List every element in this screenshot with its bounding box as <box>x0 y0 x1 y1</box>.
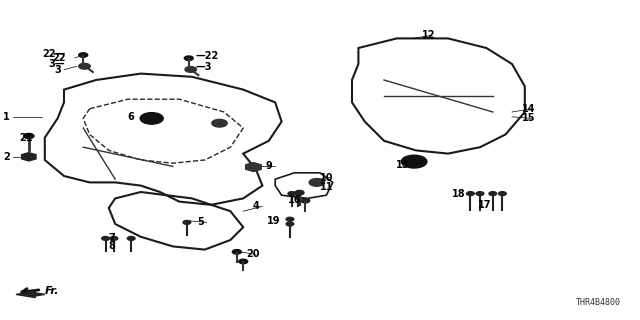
Circle shape <box>489 192 497 196</box>
Text: 15: 15 <box>522 113 535 124</box>
Circle shape <box>467 192 474 196</box>
Circle shape <box>476 192 484 196</box>
Text: 7: 7 <box>109 233 116 244</box>
Circle shape <box>140 113 163 124</box>
Text: 4: 4 <box>253 201 260 212</box>
Circle shape <box>294 192 302 196</box>
Circle shape <box>288 192 296 196</box>
Text: 20: 20 <box>246 249 260 260</box>
Text: —3: —3 <box>195 62 212 72</box>
Polygon shape <box>16 291 45 298</box>
Circle shape <box>499 192 506 196</box>
Circle shape <box>184 56 193 60</box>
Text: 5: 5 <box>197 217 204 228</box>
Circle shape <box>212 119 227 127</box>
Text: 12: 12 <box>422 30 436 40</box>
Text: 22—: 22— <box>42 49 65 60</box>
Text: 2: 2 <box>3 152 10 162</box>
Text: 16: 16 <box>287 195 301 205</box>
Text: THR4B4800: THR4B4800 <box>576 298 621 307</box>
Circle shape <box>301 198 310 203</box>
Text: Fr.: Fr. <box>45 285 60 296</box>
Text: 8: 8 <box>109 241 116 252</box>
Polygon shape <box>22 153 36 161</box>
Text: 10: 10 <box>320 172 333 183</box>
Circle shape <box>286 217 294 221</box>
Circle shape <box>401 155 427 168</box>
Circle shape <box>309 179 324 186</box>
Circle shape <box>110 236 118 240</box>
Circle shape <box>239 259 248 264</box>
Circle shape <box>127 236 135 240</box>
Text: 3: 3 <box>54 65 61 75</box>
Polygon shape <box>246 163 261 172</box>
Circle shape <box>79 63 90 69</box>
Text: 6: 6 <box>127 112 134 122</box>
Text: 9: 9 <box>266 161 273 172</box>
Circle shape <box>286 222 294 226</box>
Text: —22: —22 <box>195 51 218 61</box>
Text: 1: 1 <box>3 112 10 122</box>
Circle shape <box>79 53 88 57</box>
Circle shape <box>232 250 241 254</box>
Text: 3—: 3— <box>49 59 65 69</box>
Text: 13: 13 <box>396 160 410 170</box>
Circle shape <box>295 190 304 195</box>
Circle shape <box>24 133 34 139</box>
Text: 17: 17 <box>478 200 492 211</box>
Text: 22: 22 <box>52 52 65 63</box>
Text: 19: 19 <box>267 216 280 226</box>
Text: 14: 14 <box>522 104 535 114</box>
Text: 21: 21 <box>19 133 33 143</box>
Circle shape <box>185 67 196 72</box>
Circle shape <box>102 236 109 240</box>
Text: 11: 11 <box>320 182 333 192</box>
Circle shape <box>183 220 191 224</box>
Text: 18: 18 <box>452 188 466 199</box>
